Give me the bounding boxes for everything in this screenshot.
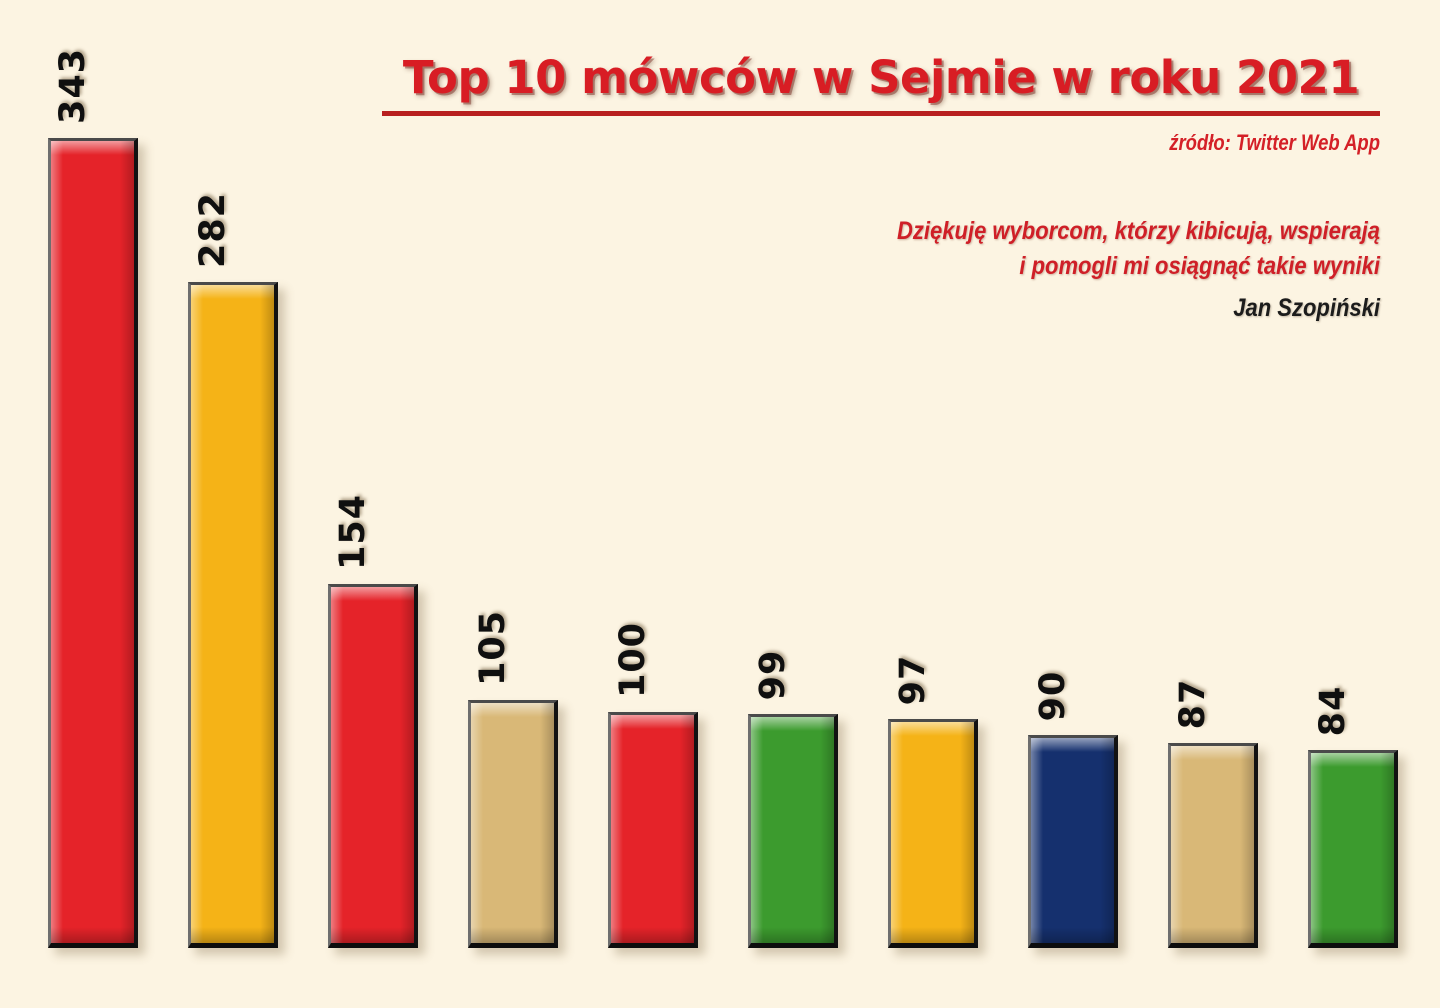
bar-gloss-left-overlay <box>611 715 623 943</box>
bar-shade-right-overlay <box>820 717 834 943</box>
bar-gloss-overlay <box>611 715 694 729</box>
bar[interactable]: J. Szopiński <box>48 138 138 948</box>
bar-shade-right-overlay <box>540 703 554 943</box>
bar-value-label: 90 <box>1033 670 1073 721</box>
title-divider <box>382 111 1380 116</box>
quote-line-2: i pomogli mi osiągnąć takie wyniki <box>1019 252 1380 280</box>
source-caption: źródło: Twitter Web App <box>1169 130 1380 155</box>
bar-group: J. Rzepa 84 <box>1308 620 1398 948</box>
bar-group: J. Szopiński 343 <box>48 8 138 948</box>
bar-gloss-overlay <box>331 587 414 601</box>
page-title: Top 10 mówców w Sejmie w roku 2021 <box>402 51 1360 104</box>
bar-shade-bottom-overlay <box>1311 927 1394 943</box>
bar-gloss-overlay <box>1311 753 1394 767</box>
bar-shade-bottom-overlay <box>471 927 554 943</box>
bar-group: K. Skowrońska 105 <box>468 570 558 948</box>
bar-value-label: 100 <box>613 621 653 699</box>
bar-gloss-overlay <box>51 141 134 155</box>
bar-gloss-overlay <box>1031 738 1114 752</box>
bar-value-label: 343 <box>53 47 93 125</box>
quote-author: Jan Szopiński <box>1233 294 1380 322</box>
bar-gloss-overlay <box>751 717 834 731</box>
bar[interactable]: J. Rzepa <box>1308 750 1398 948</box>
bar-shade-right-overlay <box>960 722 974 943</box>
bar-group: M. Kozłowska 87 <box>1168 613 1258 948</box>
bar-gloss-left-overlay <box>1171 746 1183 943</box>
bar-gloss-left-overlay <box>51 141 63 943</box>
bar-gloss-left-overlay <box>191 285 203 943</box>
bar-value-label: 84 <box>1313 685 1353 736</box>
bar[interactable]: K. Paszyk <box>748 714 838 948</box>
quote-block: Dziękuję wyborcom, którzy kibicują, wspi… <box>600 214 1380 323</box>
bar-fill <box>471 703 554 943</box>
bar-shade-bottom-overlay <box>751 927 834 943</box>
bar-group: K. Paszyk 99 <box>748 584 838 948</box>
bar-fill <box>1031 738 1114 943</box>
bar-fill <box>611 715 694 943</box>
bar-shade-right-overlay <box>1240 746 1254 943</box>
bar[interactable]: K. Skowrońska <box>468 700 558 948</box>
bar-gloss-overlay <box>191 285 274 299</box>
bar-gloss-left-overlay <box>751 717 763 943</box>
bar-fill <box>191 285 274 943</box>
title-block: Top 10 mówców w Sejmie w roku 2021 źródł… <box>382 52 1380 156</box>
bar-gloss-left-overlay <box>1031 738 1043 943</box>
bar-shade-bottom-overlay <box>331 927 414 943</box>
bar[interactable]: D. Sośnierz <box>1028 735 1118 948</box>
bar-group: T. Tomaszewski 154 <box>328 454 418 948</box>
bar-fill <box>51 141 134 943</box>
bar-shade-right-overlay <box>120 141 134 943</box>
bar-shade-right-overlay <box>260 285 274 943</box>
bar-fill <box>1311 753 1394 943</box>
bar-value-label: 282 <box>193 191 233 269</box>
bar-gloss-overlay <box>891 722 974 736</box>
bar[interactable]: T. Tomaszewski <box>328 584 418 948</box>
bar[interactable]: M. Suchoń <box>188 282 278 948</box>
bar-gloss-left-overlay <box>891 722 903 943</box>
bar-gloss-left-overlay <box>331 587 343 943</box>
bar-group: M. Gramatyka 97 <box>888 589 978 948</box>
bar-shade-right-overlay <box>1380 753 1394 943</box>
bar-fill <box>1171 746 1254 943</box>
bar-value-label: 154 <box>333 493 373 571</box>
bar-gloss-overlay <box>471 703 554 717</box>
bar-shade-bottom-overlay <box>1031 927 1114 943</box>
bar-shade-bottom-overlay <box>191 927 274 943</box>
bar-shade-bottom-overlay <box>1171 927 1254 943</box>
bar-group: M. Suchoń 282 <box>188 152 278 948</box>
bar-shade-bottom-overlay <box>891 927 974 943</box>
bar-value-label: 97 <box>893 654 933 705</box>
bar-value-label: 99 <box>753 649 793 700</box>
bar-shade-right-overlay <box>1100 738 1114 943</box>
bar-fill <box>331 587 414 943</box>
bar-fill <box>751 717 834 943</box>
bar-fill <box>891 722 974 943</box>
bar-shade-bottom-overlay <box>611 927 694 943</box>
bar[interactable]: R. Adamczyk <box>608 712 698 948</box>
bar-shade-right-overlay <box>680 715 694 943</box>
bar-group: D. Sośnierz 90 <box>1028 605 1118 948</box>
bar[interactable]: M. Gramatyka <box>888 719 978 948</box>
bar-gloss-overlay <box>1171 746 1254 760</box>
bar[interactable]: M. Kozłowska <box>1168 743 1258 948</box>
bar-shade-right-overlay <box>400 587 414 943</box>
bar-group: R. Adamczyk 100 <box>608 582 698 948</box>
bar-gloss-left-overlay <box>471 703 483 943</box>
quote-line-1: Dziękuję wyborcom, którzy kibicują, wspi… <box>897 217 1380 245</box>
bar-shade-bottom-overlay <box>51 927 134 943</box>
bar-value-label: 105 <box>473 609 513 687</box>
bar-gloss-left-overlay <box>1311 753 1323 943</box>
bar-value-label: 87 <box>1173 678 1213 729</box>
